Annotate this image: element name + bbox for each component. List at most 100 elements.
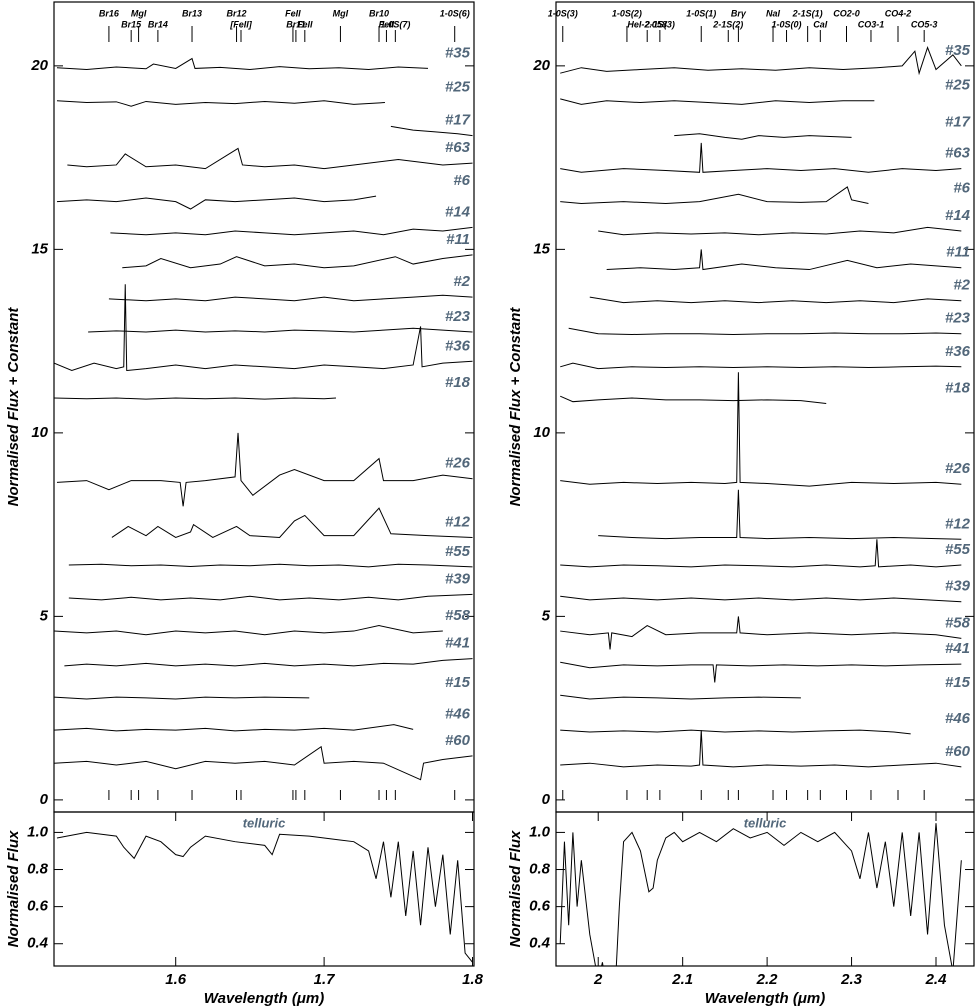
spectrum [56, 432, 473, 507]
spectrum-label: #36 [945, 343, 971, 360]
spectrum-label: #26 [445, 455, 471, 472]
spectrum [674, 133, 852, 140]
line-id-label: Br16 [99, 8, 120, 18]
spectrum-label: #2 [453, 273, 470, 290]
spectrum-label: #23 [445, 308, 471, 325]
line-id-label: CO2-0 [833, 8, 860, 18]
x-tick-label: 1.8 [462, 971, 484, 988]
line-id-label: MgI [333, 8, 349, 18]
spectrum-label: #63 [445, 139, 471, 156]
spectrum [560, 661, 962, 683]
line-id-label: 1-0S(3) [548, 8, 578, 18]
frame [53, 1, 475, 813]
x-tick-label: 2.1 [671, 971, 693, 988]
spectrum-label: #58 [945, 614, 971, 631]
x-tick-label: 2 [593, 971, 603, 988]
spectrum-label: #58 [445, 607, 471, 624]
y-tick-label: 0 [542, 791, 551, 808]
y-axis-label: Normalised Flux [507, 830, 524, 947]
spectrum-label: #2 [953, 277, 970, 294]
spectrum-label: #39 [445, 570, 471, 587]
spectrum [560, 729, 911, 735]
spectrum [560, 186, 869, 204]
spectrum-label: #18 [445, 374, 471, 391]
x-tick-label: 2.2 [756, 971, 779, 988]
spectrum [560, 362, 962, 370]
line-id-label: [FeII] [229, 19, 253, 29]
spectrum-label: #18 [945, 379, 971, 396]
spectrum-label: #11 [446, 231, 470, 248]
line-id-label: 1-0S(6) [440, 8, 470, 18]
spectrum-label: #63 [945, 145, 971, 162]
line-id-label: 1-0S(0) [772, 19, 802, 29]
frame [53, 811, 475, 967]
x-tick-label: 2.3 [840, 971, 863, 988]
spectrum [54, 724, 414, 732]
line-id-label: 1-0S(7) [380, 19, 410, 29]
y-tick-label: 10 [31, 424, 48, 441]
spectrum-label: #60 [945, 743, 971, 760]
spectrum [560, 694, 801, 700]
line-id-label: NaI [766, 8, 781, 18]
spectrum [68, 593, 473, 601]
spectrum [88, 327, 473, 333]
y-tick-label: 0.4 [27, 935, 49, 952]
spectrum-label: #14 [445, 203, 471, 220]
frame [555, 1, 975, 813]
spectrum [56, 57, 429, 71]
spectrum [54, 745, 473, 781]
y-axis-label: Normalised Flux + Constant [507, 307, 524, 507]
spectrum-label: #6 [953, 179, 970, 196]
spectrum-label: #41 [945, 640, 970, 657]
spectrum [390, 125, 473, 137]
y-tick-label: 20 [532, 57, 550, 74]
spectrum [64, 658, 473, 667]
line-id-label: Br13 [182, 8, 202, 18]
line-id-label: Brγ [731, 8, 747, 18]
line-id-label: 2-1S(3) [644, 19, 675, 29]
spectrum [560, 616, 962, 650]
y-tick-label: 0.6 [27, 898, 49, 915]
frame [555, 811, 975, 967]
y-tick-label: 1.0 [529, 823, 551, 840]
annotation: telluric [243, 815, 286, 830]
line-id-label: 1-0S(1) [686, 8, 716, 18]
spectrum-label: #35 [445, 44, 471, 61]
spectrum [111, 507, 473, 539]
spectrum-label: #25 [945, 77, 971, 94]
spectrum-label: #15 [945, 674, 971, 691]
line-id-label: CO5-3 [911, 19, 938, 29]
spectrum-label: #14 [945, 207, 971, 224]
spectrum [560, 46, 962, 76]
line-id-label: FeII [285, 8, 301, 18]
spectrum [54, 696, 310, 700]
line-id-label: Br10 [369, 8, 389, 18]
line-id-label: FeII [379, 19, 395, 29]
line-id-label: Br15 [121, 19, 142, 29]
spectrum-label: #35 [945, 42, 971, 59]
spectrum [68, 563, 473, 568]
y-tick-label: 15 [533, 240, 550, 257]
y-tick-label: 0.4 [529, 935, 551, 952]
y-tick-label: 0.8 [529, 860, 551, 877]
spectrum-label: #41 [445, 635, 470, 652]
line-id-label: CaI [813, 19, 828, 29]
spectrum [54, 284, 473, 372]
line-id-label: HeI-2.058 [627, 19, 667, 29]
spectrum [56, 195, 377, 210]
spectrum [559, 823, 962, 966]
spectrum-label: #39 [945, 578, 971, 595]
spectrum-label: #12 [445, 513, 471, 530]
spectrum-label: #23 [945, 310, 971, 327]
spectrum-label: #11 [946, 244, 970, 261]
line-id-label: CO3-1 [858, 19, 885, 29]
spectrum [568, 327, 962, 336]
spectrum [108, 294, 473, 302]
spectrum [560, 730, 962, 768]
y-tick-label: 1.0 [27, 823, 49, 840]
x-tick-label: 2.4 [925, 971, 948, 988]
y-tick-label: 0.6 [529, 898, 551, 915]
spectrum-label: #46 [445, 705, 471, 722]
spectrum [560, 539, 962, 568]
